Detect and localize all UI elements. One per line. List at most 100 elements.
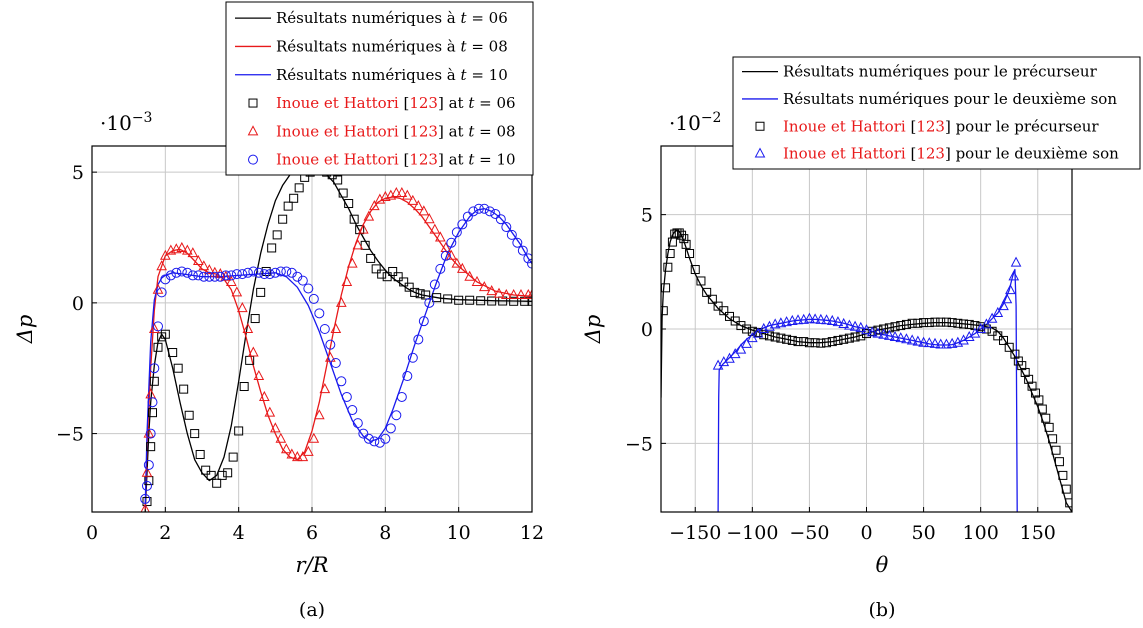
- legend-b: Résultats numériques pour le précurseur R…: [732, 56, 1141, 170]
- data-point: [451, 227, 462, 238]
- data-point: [527, 258, 532, 269]
- data-point: [451, 257, 463, 268]
- data-point: [1017, 361, 1027, 371]
- data-point: [168, 348, 178, 358]
- data-point: [901, 319, 911, 329]
- data-point: [1051, 445, 1061, 455]
- y-tick-label: −5: [56, 424, 84, 446]
- data-point: [457, 262, 468, 273]
- x-tick-label: 100: [963, 522, 999, 544]
- data-point: [493, 287, 505, 298]
- data-point: [440, 250, 451, 261]
- data-point: [267, 243, 277, 253]
- data-point: [248, 346, 259, 357]
- data-point: [484, 206, 495, 217]
- data-point: [289, 193, 299, 203]
- data-point: [184, 410, 194, 420]
- data-point: [501, 288, 512, 300]
- data-point: [160, 329, 170, 339]
- data-point: [140, 503, 150, 512]
- data-point: [776, 333, 786, 343]
- data-point: [718, 356, 730, 367]
- data-point: [1010, 349, 1020, 359]
- data-point: [685, 249, 695, 259]
- data-point: [165, 270, 176, 281]
- data-point: [413, 334, 424, 345]
- data-point: [336, 296, 347, 307]
- data-point: [849, 320, 861, 331]
- data-point: [690, 265, 700, 275]
- data-point: [142, 480, 152, 491]
- caption-b: (b): [869, 599, 896, 621]
- data-point: [402, 371, 413, 382]
- data-point: [220, 270, 231, 281]
- data-point: [665, 249, 675, 259]
- data-point: [959, 319, 969, 329]
- data-point: [1005, 284, 1016, 295]
- data-point: [454, 295, 464, 305]
- data-point: [508, 288, 519, 300]
- x-tick-label: −100: [726, 522, 778, 544]
- data-point: [527, 296, 532, 306]
- data-point: [523, 253, 532, 264]
- data-point: [292, 451, 303, 462]
- data-point: [237, 269, 248, 280]
- data-point: [719, 306, 729, 316]
- legend-box-a: [225, 1, 534, 176]
- data-point: [1013, 356, 1023, 366]
- data-point: [204, 271, 215, 282]
- data-point: [759, 330, 769, 340]
- data-point: [294, 183, 304, 193]
- data-point: [976, 322, 986, 332]
- data-point: [826, 314, 838, 325]
- data-point: [935, 338, 947, 349]
- data-point: [187, 247, 199, 258]
- data-point: [1041, 413, 1051, 423]
- data-point: [349, 214, 359, 224]
- data-point: [1024, 374, 1034, 384]
- data-point: [1010, 256, 1022, 267]
- data-point: [742, 324, 752, 334]
- data-point: [1058, 470, 1068, 480]
- data-point: [380, 433, 391, 444]
- data-point: [822, 338, 832, 348]
- data-point: [443, 294, 453, 304]
- data-point: [963, 330, 975, 342]
- x-tick-label: −50: [789, 522, 829, 544]
- legend-label: Inoue et Hattori [123] at t = 10: [276, 151, 516, 169]
- data-point: [204, 264, 215, 275]
- data-point: [338, 188, 348, 198]
- data-point: [297, 451, 309, 462]
- data-point: [479, 203, 490, 214]
- data-point: [517, 245, 528, 256]
- data-point: [487, 296, 497, 306]
- legend-marker-swatch: [248, 98, 258, 108]
- data-point: [464, 270, 475, 281]
- data-point: [407, 194, 419, 205]
- legend-label: Résultats numériques pour le précurseur: [783, 63, 1098, 81]
- data-point: [209, 271, 220, 282]
- data-point: [385, 423, 396, 434]
- data-point: [319, 383, 331, 394]
- y-tick-label: 5: [72, 162, 84, 184]
- data-point: [228, 452, 238, 462]
- data-point: [325, 351, 336, 362]
- data-point: [735, 343, 747, 354]
- data-point: [1034, 395, 1044, 405]
- data-point: [901, 333, 912, 344]
- data-point: [264, 406, 276, 417]
- data-point: [878, 328, 889, 339]
- data-point: [661, 306, 668, 316]
- data-point: [713, 301, 723, 311]
- data-point: [490, 208, 501, 219]
- data-point: [462, 211, 473, 222]
- data-point: [495, 214, 506, 225]
- data-point: [410, 287, 420, 297]
- data-point: [432, 293, 442, 303]
- data-point: [884, 329, 895, 340]
- data-point: [281, 266, 292, 277]
- data-point: [352, 239, 364, 250]
- data-point: [234, 426, 244, 436]
- data-point: [160, 274, 171, 285]
- data-point: [1044, 422, 1054, 432]
